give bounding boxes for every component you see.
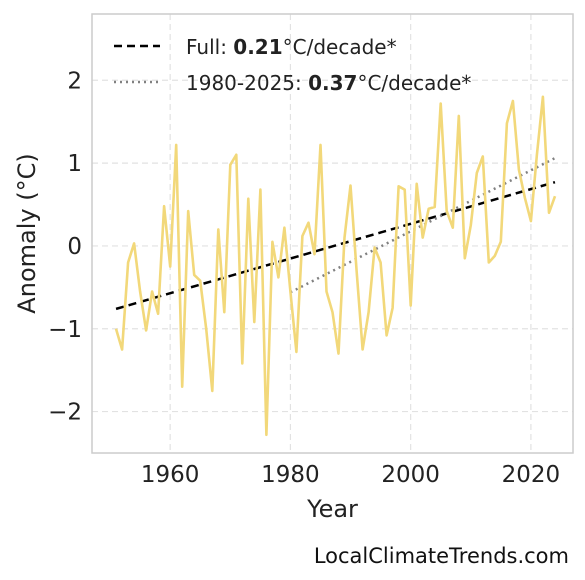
- series-lines: [114, 95, 557, 437]
- y-tick-label: 2: [67, 68, 82, 94]
- source-credit: LocalClimateTrends.com: [313, 544, 569, 568]
- legend: Full: 0.21°C/decade* 1980-2025: 0.37°C/de…: [114, 35, 471, 95]
- tick-labels: 1960 1980 2000 2020 −2 −1 0 1 2: [48, 68, 560, 488]
- y-axis-label: Anomaly (°C): [13, 153, 41, 313]
- legend-entry: 1980-2025: 0.37°C/decade*: [186, 71, 471, 95]
- x-tick-label: 1980: [261, 462, 320, 488]
- anomaly-series-line: [114, 95, 557, 437]
- x-tick-label: 1960: [141, 462, 200, 488]
- legend-entry: Full: 0.21°C/decade*: [186, 35, 397, 59]
- plot-frame: [91, 13, 574, 454]
- y-tick-label: −1: [48, 317, 82, 343]
- x-axis-label: Year: [306, 495, 358, 523]
- trend-lines: [115, 157, 556, 311]
- trend-recent-line: [289, 157, 556, 294]
- y-tick-label: 1: [67, 151, 82, 177]
- x-tick-label: 2000: [381, 462, 440, 488]
- anomaly-chart: 1960 1980 2000 2020 −2 −1 0 1 2 Year Anomaly (°C…: [13, 13, 574, 523]
- y-tick-label: 0: [67, 234, 82, 260]
- y-tick-label: −2: [48, 400, 82, 426]
- x-tick-label: 2020: [502, 462, 561, 488]
- trend-full-line: [115, 180, 556, 311]
